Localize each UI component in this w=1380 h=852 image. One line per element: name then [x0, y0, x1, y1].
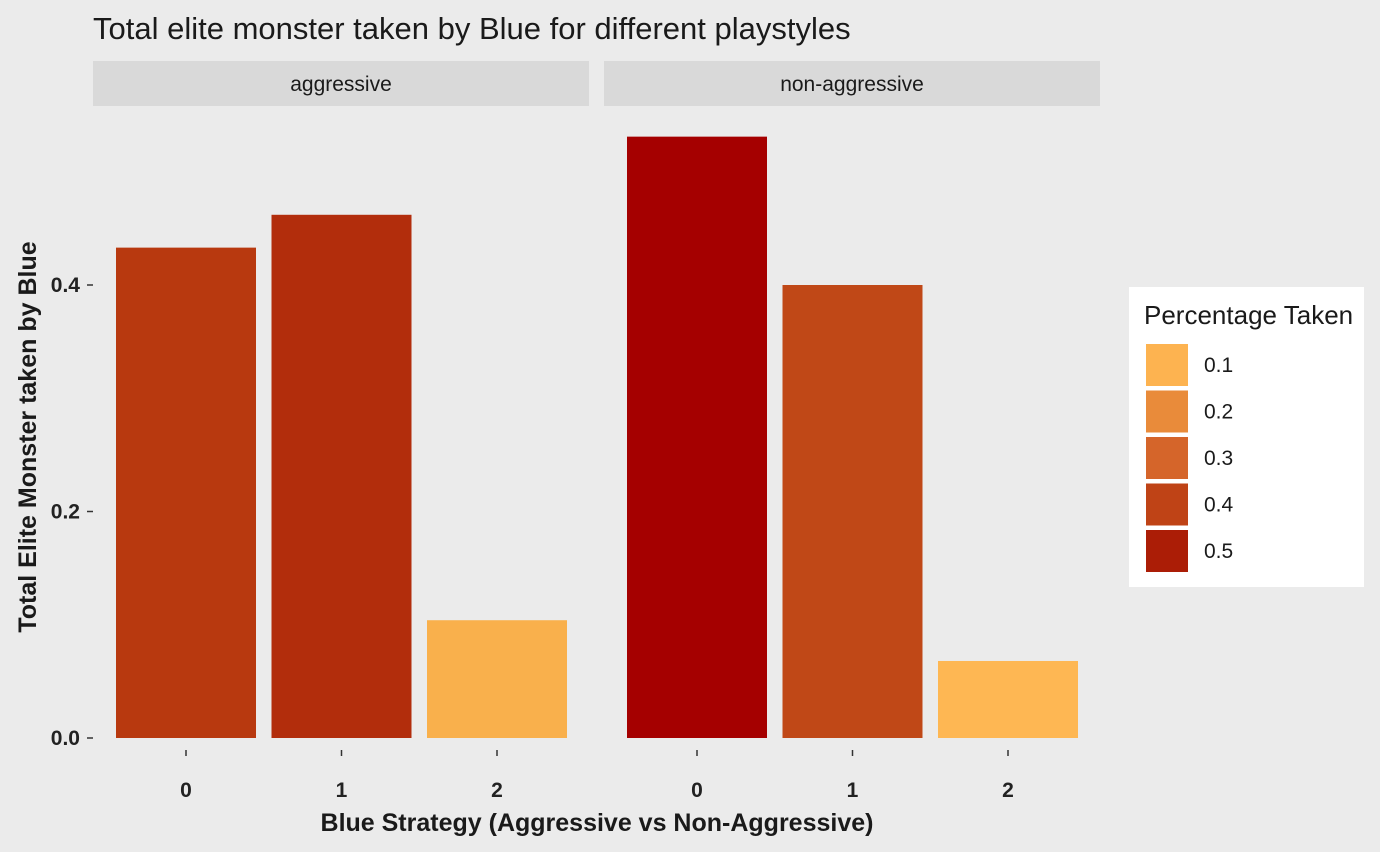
x-tick-label: 0 [180, 779, 192, 802]
legend-label: 0.1 [1204, 354, 1233, 377]
facet-strip-label: aggressive [290, 73, 392, 96]
y-tick-label: 0.4 [51, 274, 81, 297]
x-tick-label: 2 [1002, 779, 1014, 802]
facet-strip-aggressive [93, 61, 589, 106]
bar [116, 247, 256, 738]
bar [627, 136, 767, 738]
legend-label: 0.3 [1204, 447, 1233, 470]
legend-label: 0.5 [1204, 540, 1233, 563]
y-tick-label: 0.2 [51, 501, 80, 524]
x-tick-label: 0 [691, 779, 703, 802]
legend-key [1144, 342, 1190, 388]
bar [782, 285, 923, 738]
facet-strip-non-aggressive [604, 61, 1100, 106]
x-tick-label: 2 [491, 779, 503, 802]
legend-title: Percentage Taken [1144, 300, 1353, 330]
facet-panels: aggressive 0 1 2 non-aggressive 0 1 2 [93, 61, 1100, 802]
chart-title: Total elite monster taken by Blue for di… [93, 11, 851, 46]
legend: Percentage Taken 0.1 0.2 0.3 0.4 0.5 [1129, 287, 1364, 587]
legend-key [1144, 388, 1190, 435]
x-axis-title: Blue Strategy (Aggressive vs Non-Aggress… [321, 809, 874, 837]
panel-non-aggressive: non-aggressive 0 1 2 [604, 61, 1100, 802]
legend-label: 0.2 [1204, 401, 1233, 424]
x-tick-label: 1 [336, 779, 348, 802]
x-tick-label: 1 [847, 779, 859, 802]
y-axis-title: Total Elite Monster taken by Blue [14, 241, 42, 632]
panel-aggressive: aggressive 0 1 2 [93, 61, 589, 802]
legend-key [1144, 528, 1190, 574]
facet-strip-label: non-aggressive [780, 73, 924, 96]
y-axis: 0.0 0.2 0.4 [51, 274, 93, 750]
legend-key [1144, 435, 1190, 481]
bar [271, 214, 412, 738]
bar [427, 620, 567, 738]
bar [938, 660, 1078, 738]
legend-key [1144, 481, 1190, 528]
y-tick-label: 0.0 [51, 727, 80, 750]
legend-label: 0.4 [1204, 494, 1234, 517]
